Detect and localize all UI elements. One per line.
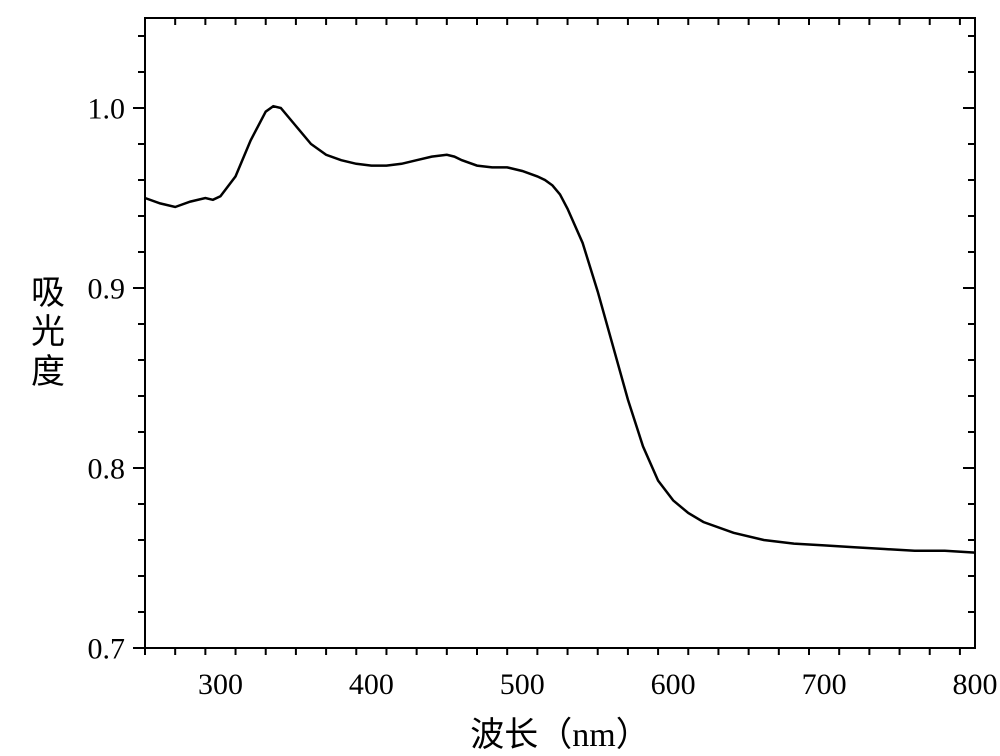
chart-svg: 300 400 500 600 700 800 0.7 0.8 0.9 1.0 波长（nm） (0, 0, 1000, 756)
y-tick-label: 0.7 (88, 633, 126, 666)
x-tick-label: 500 (500, 668, 545, 701)
x-tick-label: 600 (651, 668, 696, 701)
x-tick-label: 400 (349, 668, 394, 701)
x-tick-label: 800 (953, 668, 998, 701)
x-axis-label: 波长（nm） (470, 716, 649, 754)
absorbance-chart: 300 400 500 600 700 800 0.7 0.8 0.9 1.0 波长（nm） 吸光度 (0, 0, 1000, 756)
y-tick-label: 0.9 (88, 273, 126, 306)
y-tick-label: 0.8 (88, 453, 126, 486)
y-tick-label: 1.0 (88, 93, 126, 126)
y-axis-label: 吸光度 (31, 274, 65, 391)
x-tick-label: 300 (198, 668, 243, 701)
data-line (145, 106, 975, 552)
x-tick-label: 700 (802, 668, 847, 701)
